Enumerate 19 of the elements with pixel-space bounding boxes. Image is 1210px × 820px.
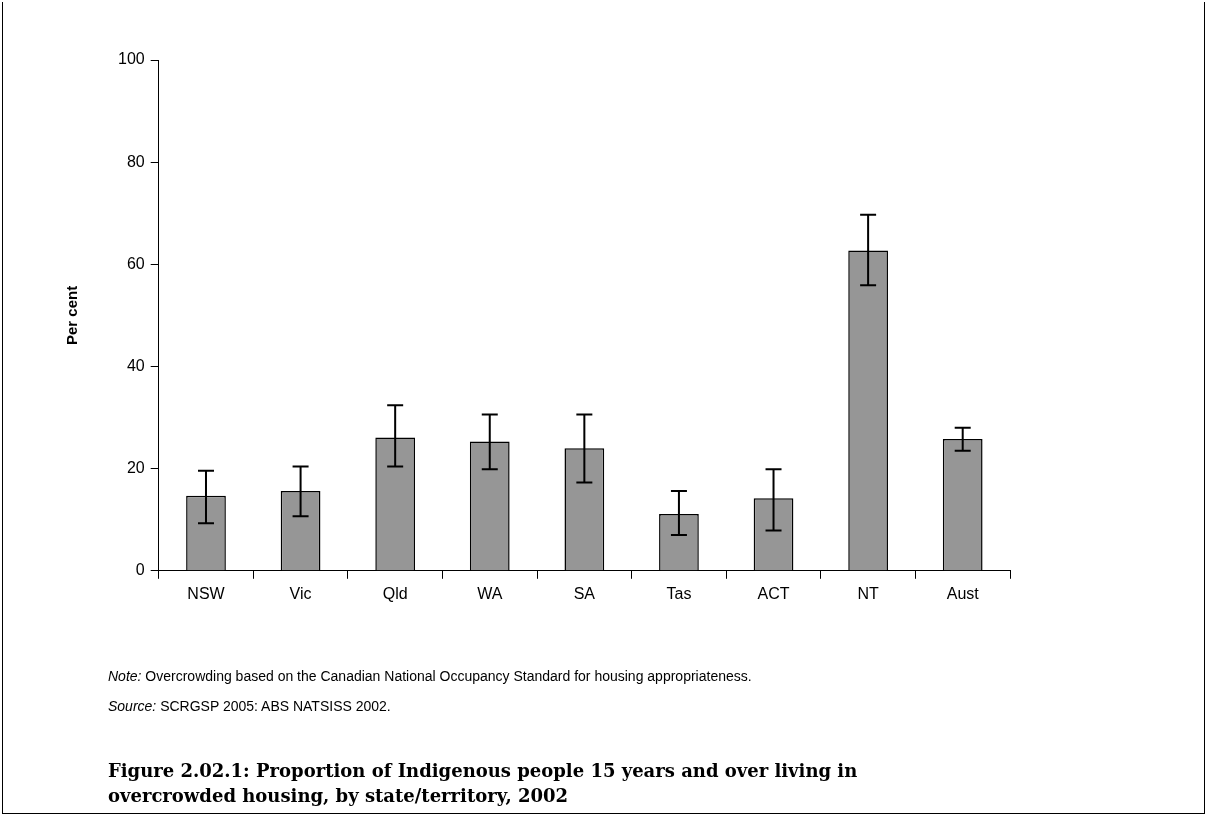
y-tick-label: 0 bbox=[135, 561, 145, 579]
y-tick-label: 100 bbox=[117, 50, 145, 68]
x-tick-label: ACT bbox=[757, 584, 790, 602]
text: Figure 2.02.1: Proportion of Indigenous people 15 years and over living in overcrowded housing, by state/territory, 2002 bbox=[108, 759, 859, 808]
x-tick-label: Vic bbox=[289, 584, 312, 602]
x-tick-label: WA bbox=[477, 584, 503, 602]
x-tick-label: NSW bbox=[187, 584, 226, 602]
y-axis-title: Per cent bbox=[63, 285, 81, 345]
x-tick-label: Tas bbox=[666, 584, 692, 602]
x-tick-label: Qld bbox=[382, 584, 408, 602]
y-tick-label: 40 bbox=[126, 356, 145, 374]
text: Note: Overcrowding based on the Canadian National Occupancy Standard for housing appropriateness. bbox=[108, 668, 752, 684]
source-note: Source: SCRGSP 2005: ABS NATSISS 2002. bbox=[108, 698, 392, 714]
y-tick-label: 20 bbox=[126, 459, 145, 477]
x-tick-label: NT bbox=[857, 584, 880, 602]
x-tick-label: SA bbox=[573, 584, 596, 602]
x-tick-label: Aust bbox=[946, 584, 980, 602]
y-tick-label: 80 bbox=[126, 152, 145, 170]
y-tick-label: 60 bbox=[126, 254, 145, 272]
